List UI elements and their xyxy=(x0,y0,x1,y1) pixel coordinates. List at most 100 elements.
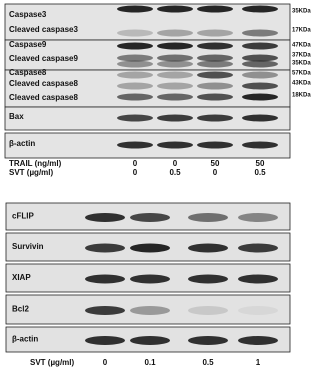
protein-band xyxy=(157,141,193,149)
protein-band xyxy=(238,274,278,284)
protein-band xyxy=(238,306,278,315)
protein-label: Cleaved caspase8 xyxy=(9,93,78,102)
protein-label: Caspase3 xyxy=(9,10,47,19)
protein-band xyxy=(130,274,170,284)
protein-band xyxy=(197,60,233,68)
protein-band xyxy=(117,54,153,62)
protein-band xyxy=(242,54,278,62)
blot-panel xyxy=(4,69,291,108)
treatment-label: SVT (µg/ml) xyxy=(9,168,54,177)
protein-label: cFLIP xyxy=(12,212,34,221)
protein-band xyxy=(157,82,193,90)
protein-band xyxy=(242,60,278,68)
protein-band xyxy=(85,274,125,284)
protein-band xyxy=(157,114,193,122)
protein-band xyxy=(242,93,278,101)
treatment-value: 50 xyxy=(256,159,265,168)
treatment-value: 0.5 xyxy=(169,168,181,177)
protein-band xyxy=(117,114,153,122)
protein-band xyxy=(242,29,278,37)
protein-band xyxy=(197,93,233,101)
protein-band xyxy=(242,141,278,149)
protein-band xyxy=(238,243,278,253)
protein-band xyxy=(242,5,278,13)
protein-label: XIAP xyxy=(12,273,31,282)
protein-label: Bax xyxy=(9,112,24,121)
protein-band xyxy=(197,42,233,50)
protein-band xyxy=(157,54,193,62)
treatment-value: 0.5 xyxy=(202,358,214,367)
protein-band xyxy=(238,336,278,345)
blot-panel xyxy=(5,294,291,325)
protein-band xyxy=(85,243,125,253)
protein-label: Cleaved caspase3 xyxy=(9,25,78,34)
protein-band xyxy=(197,71,233,79)
protein-band xyxy=(157,5,193,13)
kda-marker: 17KDa xyxy=(292,28,311,34)
protein-band xyxy=(238,213,278,222)
protein-band xyxy=(157,93,193,101)
protein-band xyxy=(188,336,228,345)
protein-band xyxy=(85,336,125,345)
protein-band xyxy=(197,82,233,90)
protein-band xyxy=(197,5,233,13)
treatment-value: 0.5 xyxy=(254,168,266,177)
kda-marker: 57KDa xyxy=(292,71,311,77)
protein-band xyxy=(130,306,170,315)
treatment-value: 50 xyxy=(211,159,220,168)
protein-label: β-actin xyxy=(12,335,38,344)
protein-band xyxy=(188,274,228,284)
treatment-value: 0 xyxy=(133,168,138,177)
protein-band xyxy=(242,114,278,122)
protein-band xyxy=(117,141,153,149)
treatment-value: 0.1 xyxy=(144,358,156,367)
protein-band xyxy=(157,29,193,37)
treatment-label: SVT (µg/ml) xyxy=(30,358,75,367)
protein-band xyxy=(157,60,193,68)
protein-band xyxy=(197,114,233,122)
protein-band xyxy=(188,306,228,315)
protein-band xyxy=(117,60,153,68)
protein-band xyxy=(117,5,153,13)
treatment-value: 1 xyxy=(256,358,261,367)
protein-band xyxy=(117,42,153,50)
kda-marker: 18KDa xyxy=(292,93,311,99)
protein-band xyxy=(242,42,278,50)
protein-band xyxy=(117,29,153,37)
protein-band xyxy=(157,42,193,50)
treatment-value: 0 xyxy=(103,358,108,367)
protein-label: Cleaved caspase9 xyxy=(9,54,78,63)
protein-band xyxy=(85,213,125,222)
protein-band xyxy=(130,213,170,222)
protein-band xyxy=(117,93,153,101)
protein-band xyxy=(197,54,233,62)
protein-label: β-actin xyxy=(9,139,35,148)
kda-marker: 43KDa xyxy=(292,81,311,87)
protein-band xyxy=(242,82,278,90)
treatment-value: 0 xyxy=(173,159,178,168)
protein-label: Bcl2 xyxy=(12,305,29,314)
kda-marker: 47KDa xyxy=(292,43,311,49)
protein-band xyxy=(130,243,170,253)
protein-label: Caspase9 xyxy=(9,40,47,49)
treatment-value: 0 xyxy=(133,159,138,168)
protein-band xyxy=(130,336,170,345)
treatment-value: 0 xyxy=(213,168,218,177)
protein-band xyxy=(197,29,233,37)
treatment-label: TRAIL (ng/ml) xyxy=(9,159,62,168)
protein-band xyxy=(197,141,233,149)
kda-marker: 37KDa xyxy=(292,53,311,59)
protein-band xyxy=(157,71,193,79)
protein-band xyxy=(188,213,228,222)
protein-label: Survivin xyxy=(12,242,44,251)
kda-marker: 35KDa xyxy=(292,9,311,15)
kda-marker: 35KDa xyxy=(292,61,311,67)
protein-label: Cleaved caspase8 xyxy=(9,79,78,88)
protein-band xyxy=(188,243,228,253)
protein-band xyxy=(117,82,153,90)
protein-band xyxy=(117,71,153,79)
protein-label: Caspase8 xyxy=(9,68,47,77)
protein-band xyxy=(85,306,125,315)
protein-band xyxy=(242,71,278,79)
